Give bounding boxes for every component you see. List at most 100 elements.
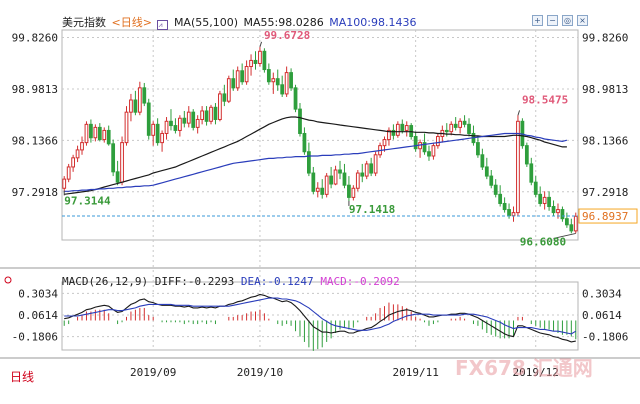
candle-body xyxy=(302,132,307,153)
candle-body xyxy=(382,139,387,147)
dea-line xyxy=(64,297,577,335)
ma100-line xyxy=(64,132,568,192)
candle xyxy=(164,117,169,140)
candle-body xyxy=(231,78,236,89)
candle xyxy=(137,81,142,116)
candle xyxy=(302,127,307,155)
candle xyxy=(529,157,534,186)
candle-body xyxy=(222,93,227,102)
period-tag[interactable]: <日线> xyxy=(111,16,152,29)
candle xyxy=(249,54,253,76)
candle xyxy=(458,118,462,134)
candle xyxy=(484,157,489,180)
candle-body xyxy=(404,125,409,131)
candle xyxy=(560,206,565,222)
candle-body xyxy=(293,87,298,110)
candle-body xyxy=(262,50,267,71)
close-icon[interactable]: × xyxy=(577,15,588,26)
candle xyxy=(480,148,485,170)
candle xyxy=(418,139,422,158)
candle-body xyxy=(373,154,378,174)
candle xyxy=(360,163,365,183)
candle-body xyxy=(315,187,320,192)
options-icon[interactable]: ◎ xyxy=(562,15,573,26)
candle-body xyxy=(329,175,333,185)
candle xyxy=(226,75,231,104)
candle xyxy=(62,176,67,191)
candle xyxy=(436,133,440,149)
candle-body xyxy=(240,70,245,83)
candle-body xyxy=(169,120,173,127)
candle-body xyxy=(538,193,543,204)
candle-body xyxy=(120,142,124,183)
candle-body xyxy=(551,206,556,214)
candle-body xyxy=(360,172,365,177)
x-tick-label: 2019/12 xyxy=(513,366,559,379)
candle-body xyxy=(324,175,329,195)
price-annotation: 97.1418 xyxy=(349,203,395,216)
macd-settings-icon xyxy=(4,276,12,284)
candle-body xyxy=(289,72,293,89)
candle xyxy=(244,60,249,85)
candle xyxy=(476,136,480,158)
macd-header: MACD(26,12,9) DIFF:-0.2293 DEA:-0.1247 M… xyxy=(62,275,400,288)
candle-body xyxy=(84,123,89,144)
candle-body xyxy=(307,151,311,174)
main-y-tick-right: 99.8260 xyxy=(582,32,628,45)
candle xyxy=(533,176,538,198)
candle-body xyxy=(547,196,551,208)
candle-body xyxy=(338,169,342,174)
candle-body xyxy=(244,66,249,83)
candle xyxy=(342,163,347,189)
candle xyxy=(209,104,213,125)
candle-body xyxy=(62,178,67,189)
candle-body xyxy=(133,99,138,113)
candle-body xyxy=(178,117,182,131)
watermark: FX678 汇通网 xyxy=(455,356,593,380)
zoom-out-icon[interactable]: − xyxy=(547,15,558,26)
macd-y-tick-left: -0.1806 xyxy=(12,331,58,344)
candle xyxy=(311,166,316,195)
candle xyxy=(333,165,338,186)
candle-body xyxy=(80,142,84,151)
candle xyxy=(284,66,289,97)
candle xyxy=(413,131,418,152)
candle-body xyxy=(253,59,258,64)
candle xyxy=(498,185,503,207)
macd-value: MACD:-0.2092 xyxy=(320,275,400,288)
candle xyxy=(195,115,200,134)
candle xyxy=(538,186,543,207)
candle-body xyxy=(511,212,516,217)
candle-body xyxy=(467,123,471,134)
main-chart-header: 美元指数 <日线> ⩘ MA(55,100) MA55:98.0286 MA10… xyxy=(62,14,418,30)
candle-body xyxy=(142,87,147,104)
main-y-tick-left: 98.9813 xyxy=(12,83,58,96)
candle-body xyxy=(271,78,276,83)
candle-body xyxy=(516,120,520,214)
candle xyxy=(289,68,293,91)
candle xyxy=(66,163,71,183)
candle-body xyxy=(364,163,369,177)
zoom-in-icon[interactable]: + xyxy=(532,15,543,26)
candle-body xyxy=(476,142,480,156)
candle xyxy=(275,69,280,91)
candle-body xyxy=(391,129,396,136)
candle-body xyxy=(458,120,462,128)
candle xyxy=(204,106,209,126)
candle xyxy=(293,84,298,113)
candle xyxy=(355,170,360,192)
candle xyxy=(218,90,222,122)
candle xyxy=(266,63,271,85)
candle xyxy=(271,72,276,94)
period-button[interactable]: 日线 xyxy=(10,370,35,384)
candle xyxy=(200,106,204,125)
candle-body xyxy=(387,129,391,141)
main-y-tick-left: 99.8260 xyxy=(12,32,58,45)
last-price-label: 96.8937 xyxy=(582,210,628,223)
candle xyxy=(320,179,325,199)
last-price-box xyxy=(578,208,638,224)
candle-body xyxy=(226,78,231,102)
candle-body xyxy=(195,118,200,128)
candle-body xyxy=(413,136,418,150)
